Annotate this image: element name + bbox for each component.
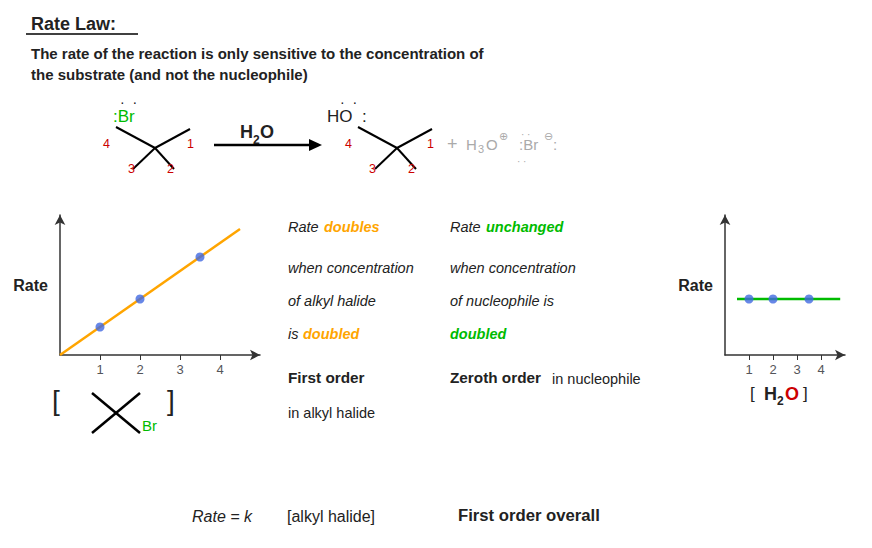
svg-text:]: ] <box>803 384 808 403</box>
svg-text:H: H <box>466 136 477 153</box>
svg-text:doubled: doubled <box>450 326 508 342</box>
svg-text:3: 3 <box>128 162 135 176</box>
svg-text:2: 2 <box>769 362 776 377</box>
svg-text:]: ] <box>167 385 175 416</box>
svg-text:O: O <box>260 122 274 142</box>
svg-text:[alkyl halide]: [alkyl halide] <box>287 508 375 525</box>
svg-text:doubled: doubled <box>303 326 361 342</box>
svg-text:of nucleophile is: of nucleophile is <box>450 293 554 309</box>
svg-text:⊖: ⊖ <box>544 130 553 142</box>
svg-text:when concentration: when concentration <box>288 260 414 276</box>
svg-text:2: 2 <box>136 362 143 377</box>
svg-text:the substrate (and not the nuc: the substrate (and not the nucleophile) <box>31 66 308 83</box>
svg-text:Rate Law:: Rate Law: <box>31 14 116 34</box>
svg-text:is: is <box>288 326 298 342</box>
svg-text:O: O <box>486 136 498 153</box>
svg-text::Br: :Br <box>519 136 538 153</box>
svg-text:when concentration: when concentration <box>450 260 576 276</box>
svg-text:4: 4 <box>216 362 223 377</box>
svg-text:in nucleophile: in nucleophile <box>552 371 641 387</box>
svg-text:4: 4 <box>817 362 824 377</box>
svg-text::Br: :Br <box>113 107 135 126</box>
svg-text:3: 3 <box>369 162 376 176</box>
svg-text:Rate: Rate <box>678 277 713 294</box>
svg-text:4: 4 <box>103 137 110 151</box>
svg-text::: : <box>553 136 557 153</box>
svg-text:of alkyl halide: of alkyl halide <box>288 293 376 309</box>
svg-text:[: [ <box>750 384 755 403</box>
svg-text:2: 2 <box>167 162 174 176</box>
svg-text:in alkyl halide: in alkyl halide <box>288 405 375 421</box>
svg-text:2: 2 <box>408 162 415 176</box>
svg-text:1: 1 <box>96 362 103 377</box>
svg-text:1: 1 <box>427 137 434 151</box>
svg-text:⊕: ⊕ <box>499 130 508 142</box>
svg-text:doubles: doubles <box>324 219 380 235</box>
svg-text:Rate: Rate <box>450 219 481 235</box>
svg-text:H: H <box>240 122 253 142</box>
svg-text:unchanged: unchanged <box>486 219 564 235</box>
svg-text:First order overall: First order overall <box>458 506 600 525</box>
svg-text:Br: Br <box>142 417 157 434</box>
svg-text:2: 2 <box>777 394 784 408</box>
svg-text:First order: First order <box>288 369 365 386</box>
svg-text:1: 1 <box>745 362 752 377</box>
svg-text:3: 3 <box>478 143 484 155</box>
svg-text:Rate = k: Rate = k <box>192 508 253 525</box>
svg-text:Rate: Rate <box>13 277 48 294</box>
svg-text:+: + <box>447 134 458 154</box>
svg-text:Zeroth order: Zeroth order <box>450 369 541 386</box>
svg-text:Rate: Rate <box>288 219 319 235</box>
svg-text:1: 1 <box>187 137 194 151</box>
svg-text:2: 2 <box>253 133 260 147</box>
svg-text::: : <box>362 107 367 126</box>
svg-text:3: 3 <box>176 362 183 377</box>
svg-text:· ·: · · <box>517 156 526 167</box>
svg-text:H: H <box>764 384 777 404</box>
svg-text:HO: HO <box>327 107 353 126</box>
svg-text:The rate of the reaction is on: The rate of the reaction is only sensiti… <box>31 45 485 62</box>
svg-text:[: [ <box>52 385 60 416</box>
svg-text:O: O <box>785 384 799 404</box>
svg-text:4: 4 <box>345 137 352 151</box>
svg-text:3: 3 <box>793 362 800 377</box>
